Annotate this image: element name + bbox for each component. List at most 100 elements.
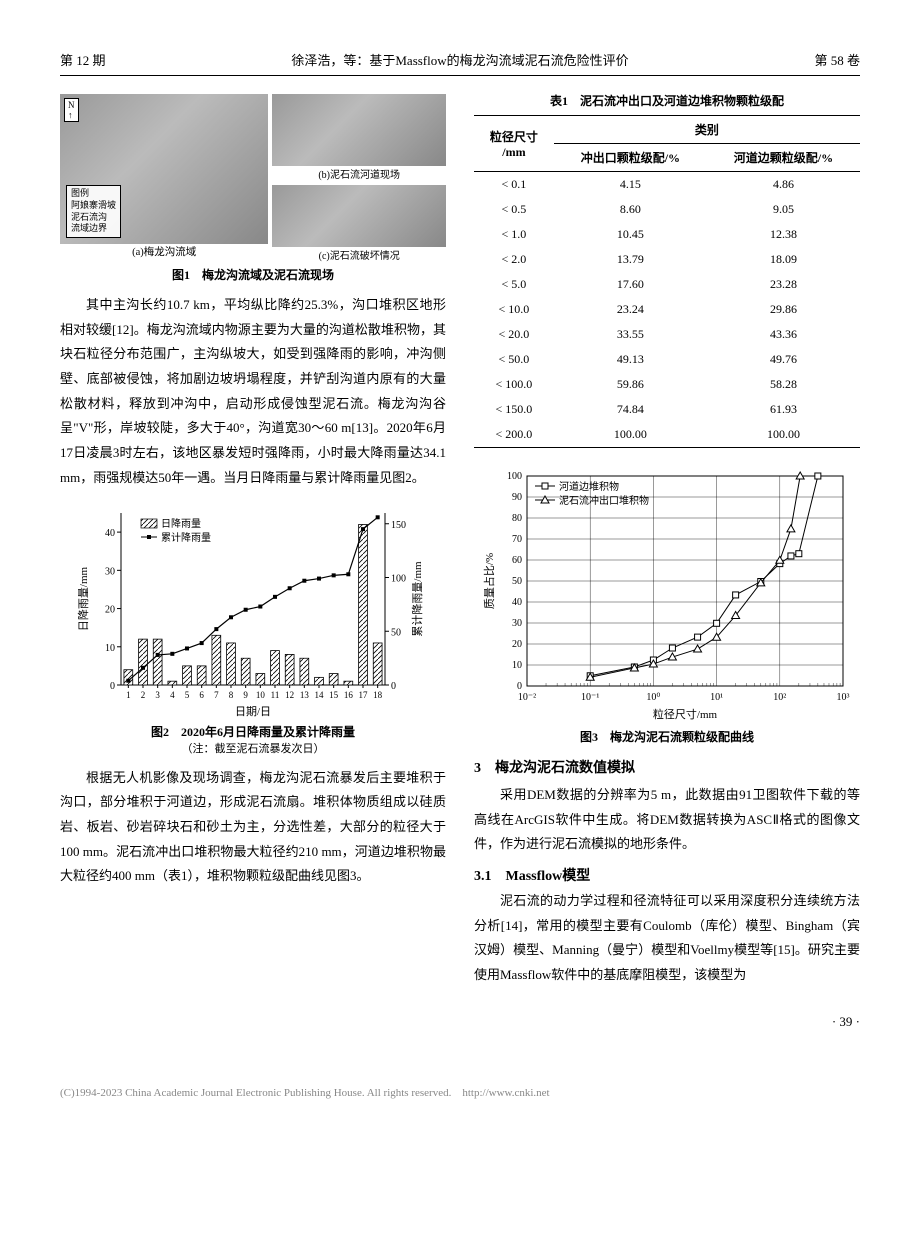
svg-text:4: 4 xyxy=(170,690,175,700)
table1-caption: 表1 泥石流冲出口及河道边堆积物颗粒级配 xyxy=(474,92,860,109)
fig3-caption: 图3 梅龙沟泥石流颗粒级配曲线 xyxy=(474,728,860,745)
svg-text:40: 40 xyxy=(105,528,115,539)
paragraph-1: 其中主沟长约10.7 km，平均纵比降约25.3%，沟口堆积区地形相对较缓[12… xyxy=(60,293,446,491)
svg-text:50: 50 xyxy=(391,627,401,638)
table-cell: 12.38 xyxy=(707,222,860,247)
footer-copyright: (C)1994-2023 China Academic Journal Elec… xyxy=(0,1060,920,1120)
header-center: 徐泽浩，等：基于Massflow的梅龙沟流域泥石流危险性评价 xyxy=(291,50,628,69)
table-cell: 61.93 xyxy=(707,397,860,422)
svg-text:60: 60 xyxy=(512,555,522,566)
svg-text:0: 0 xyxy=(517,681,522,692)
table-row: < 2.013.7918.09 xyxy=(474,247,860,272)
svg-text:累计降雨量/mm: 累计降雨量/mm xyxy=(410,560,424,636)
svg-text:河道边堆积物: 河道边堆积物 xyxy=(559,480,619,493)
right-column: 表1 泥石流冲出口及河道边堆积物颗粒级配 粒径尺寸 /mm 类别 冲出口颗粒级配… xyxy=(474,88,860,996)
svg-text:11: 11 xyxy=(271,690,280,700)
table-cell: 49.76 xyxy=(707,347,860,372)
table-row: < 0.58.609.05 xyxy=(474,197,860,222)
svg-text:150: 150 xyxy=(391,519,406,530)
table-row: < 50.049.1349.76 xyxy=(474,347,860,372)
table-cell: 74.84 xyxy=(554,397,707,422)
section-3-title: 3 梅龙沟泥石流数值模拟 xyxy=(474,757,860,777)
table-cell: 10.45 xyxy=(554,222,707,247)
th-col2: 冲出口颗粒级配/% xyxy=(554,144,707,172)
svg-text:18: 18 xyxy=(373,690,383,700)
paragraph-3: 采用DEM数据的分辨率为5 m，此数据由91卫图软件下载的等高线在ArcGIS软… xyxy=(474,783,860,857)
table-row: < 200.0100.00100.00 xyxy=(474,422,860,448)
table-cell: 33.55 xyxy=(554,322,707,347)
svg-text:15: 15 xyxy=(329,690,339,700)
svg-text:30: 30 xyxy=(105,566,115,577)
svg-text:10⁻¹: 10⁻¹ xyxy=(581,692,599,703)
table-cell: < 50.0 xyxy=(474,347,554,372)
svg-text:日期/日: 日期/日 xyxy=(235,705,271,718)
figure-2: 0102030400501001501234567891011121314151… xyxy=(60,499,446,756)
svg-text:6: 6 xyxy=(199,690,204,700)
fig1-legend-item: 流域边界 xyxy=(71,223,116,235)
svg-text:9: 9 xyxy=(243,690,248,700)
svg-text:日降雨量/mm: 日降雨量/mm xyxy=(76,566,90,631)
table-cell: 58.28 xyxy=(707,372,860,397)
table-cell: < 0.1 xyxy=(474,172,554,198)
svg-text:100: 100 xyxy=(391,573,406,584)
left-column: N↑ 图例 阿娘寨滑坡 泥石流沟 流域边界 (a)梅龙沟流域 xyxy=(60,88,446,996)
table-cell: 43.36 xyxy=(707,322,860,347)
table-cell: 100.00 xyxy=(554,422,707,448)
table-cell: 8.60 xyxy=(554,197,707,222)
fig1-sub-b: (b)泥石流河道现场 xyxy=(272,166,446,181)
svg-text:16: 16 xyxy=(344,690,354,700)
fig2-note: （注：截至泥石流暴发次日） xyxy=(60,740,446,756)
table-cell: 18.09 xyxy=(707,247,860,272)
table-cell: 4.86 xyxy=(707,172,860,198)
svg-text:12: 12 xyxy=(285,690,294,700)
header-left: 第 12 期 xyxy=(60,50,106,69)
table-cell: 100.00 xyxy=(707,422,860,448)
table-cell: 13.79 xyxy=(554,247,707,272)
svg-text:80: 80 xyxy=(512,513,522,524)
table-cell: 17.60 xyxy=(554,272,707,297)
svg-text:17: 17 xyxy=(359,690,369,700)
table-row: < 0.14.154.86 xyxy=(474,172,860,198)
svg-text:20: 20 xyxy=(105,604,115,615)
page-number: · 39 · xyxy=(60,1014,860,1030)
header-right: 第 58 卷 xyxy=(814,50,860,69)
table-cell: < 150.0 xyxy=(474,397,554,422)
table-row: < 5.017.6023.28 xyxy=(474,272,860,297)
table-row: < 150.074.8461.93 xyxy=(474,397,860,422)
table-row: < 10.023.2429.86 xyxy=(474,297,860,322)
table-cell: 23.28 xyxy=(707,272,860,297)
table-1: 粒径尺寸 /mm 类别 冲出口颗粒级配/% 河道边颗粒级配/% < 0.14.1… xyxy=(474,115,860,448)
table-cell: 4.15 xyxy=(554,172,707,198)
svg-text:40: 40 xyxy=(512,597,522,608)
svg-text:8: 8 xyxy=(229,690,234,700)
svg-text:10⁰: 10⁰ xyxy=(646,692,660,703)
fig1-caption: 图1 梅龙沟流域及泥石流现场 xyxy=(60,266,446,283)
paragraph-4: 泥石流的动力学过程和径流特征可以采用深度积分连续统方法分析[14]，常用的模型主… xyxy=(474,889,860,988)
svg-text:10: 10 xyxy=(512,660,522,671)
th-col1-unit: /mm xyxy=(502,145,525,159)
table-cell: < 20.0 xyxy=(474,322,554,347)
table-cell: < 200.0 xyxy=(474,422,554,448)
section-3-1-title: 3.1 Massflow模型 xyxy=(474,865,860,885)
svg-text:0: 0 xyxy=(391,681,396,692)
svg-text:90: 90 xyxy=(512,492,522,503)
svg-text:20: 20 xyxy=(512,639,522,650)
svg-text:日降雨量: 日降雨量 xyxy=(161,517,201,530)
table-cell: 49.13 xyxy=(554,347,707,372)
svg-text:10⁻²: 10⁻² xyxy=(518,692,536,703)
svg-text:7: 7 xyxy=(214,690,219,700)
svg-text:泥石流冲出口堆积物: 泥石流冲出口堆积物 xyxy=(559,494,649,507)
figure-1: N↑ 图例 阿娘寨滑坡 泥石流沟 流域边界 (a)梅龙沟流域 xyxy=(60,94,446,283)
th-col3: 河道边颗粒级配/% xyxy=(707,144,860,172)
svg-text:5: 5 xyxy=(185,690,190,700)
table-cell: < 2.0 xyxy=(474,247,554,272)
table-cell: < 5.0 xyxy=(474,272,554,297)
svg-text:10³: 10³ xyxy=(837,692,850,703)
table-cell: < 10.0 xyxy=(474,297,554,322)
svg-text:10²: 10² xyxy=(773,692,786,703)
fig1-legend-item: 阿娘寨滑坡 xyxy=(71,200,116,212)
svg-text:2: 2 xyxy=(141,690,146,700)
svg-text:14: 14 xyxy=(315,690,325,700)
svg-text:质量占比/%: 质量占比/% xyxy=(482,553,496,609)
svg-text:0: 0 xyxy=(110,681,115,692)
